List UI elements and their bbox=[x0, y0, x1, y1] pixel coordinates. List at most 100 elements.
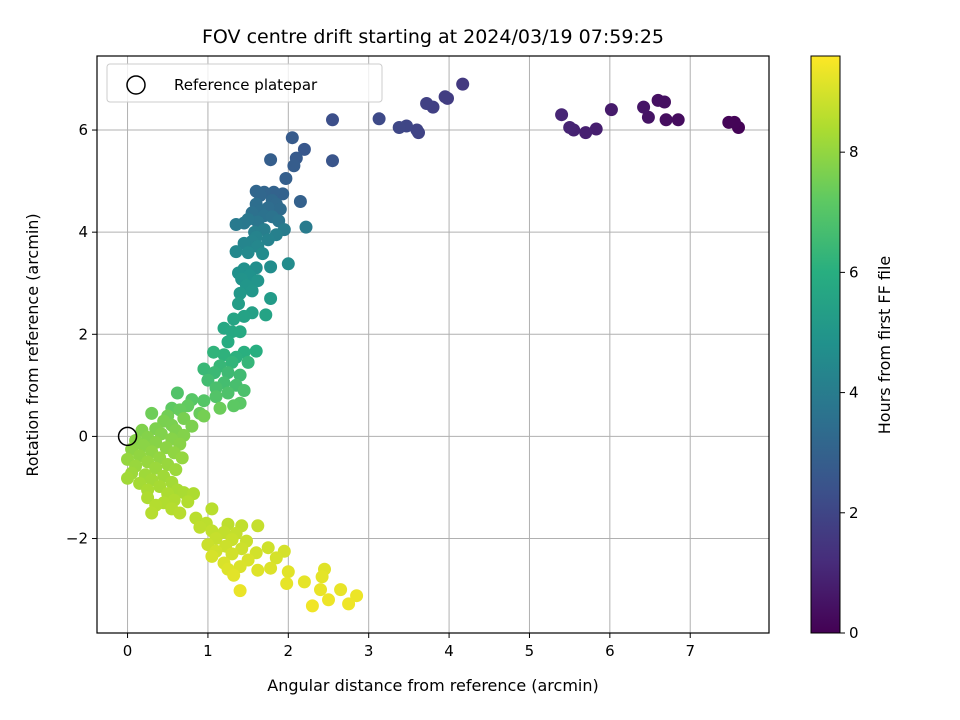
data-point bbox=[261, 233, 275, 247]
data-point bbox=[251, 274, 265, 288]
x-axis-label: Angular distance from reference (arcmin) bbox=[267, 676, 598, 695]
data-point bbox=[145, 406, 159, 420]
data-point bbox=[209, 390, 223, 404]
data-point bbox=[563, 121, 577, 134]
data-point bbox=[269, 551, 283, 565]
data-point bbox=[177, 412, 191, 425]
x-tick-label: 0 bbox=[123, 642, 133, 660]
x-tick-label: 7 bbox=[685, 642, 695, 660]
data-point bbox=[141, 491, 155, 505]
data-point bbox=[251, 519, 265, 533]
legend-marker-icon bbox=[126, 75, 146, 95]
data-point bbox=[281, 565, 295, 579]
x-tick-label: 5 bbox=[525, 642, 535, 660]
data-point bbox=[297, 142, 311, 156]
data-point bbox=[221, 366, 235, 380]
colorbar-tick-label: 4 bbox=[849, 384, 859, 402]
colorbar-tick-label: 0 bbox=[849, 624, 859, 642]
y-axis: −2 0 2 4 6 bbox=[66, 121, 97, 548]
data-point bbox=[237, 309, 251, 323]
data-point bbox=[279, 172, 293, 185]
data-point bbox=[641, 110, 655, 124]
data-point bbox=[281, 257, 295, 271]
scatter-points bbox=[121, 77, 745, 613]
data-point bbox=[233, 286, 247, 300]
data-point bbox=[249, 344, 263, 358]
legend-box bbox=[106, 63, 383, 103]
x-tick-label: 1 bbox=[203, 642, 213, 660]
data-point bbox=[205, 502, 219, 516]
data-point bbox=[185, 419, 199, 433]
data-point bbox=[261, 541, 275, 555]
data-point bbox=[305, 599, 319, 613]
data-point bbox=[149, 461, 163, 475]
reference-marker bbox=[117, 426, 138, 447]
data-point bbox=[287, 159, 301, 173]
data-point bbox=[213, 401, 227, 415]
data-point bbox=[241, 355, 255, 369]
data-point bbox=[372, 112, 386, 126]
data-point bbox=[671, 113, 685, 127]
data-point bbox=[221, 386, 235, 400]
data-point bbox=[273, 202, 287, 216]
x-tick-label: 6 bbox=[605, 642, 615, 660]
colorbar-tick-label: 2 bbox=[849, 504, 859, 522]
data-point bbox=[555, 108, 569, 122]
data-point bbox=[297, 575, 311, 589]
data-point bbox=[438, 90, 452, 104]
y-tick-label: 2 bbox=[78, 325, 88, 343]
data-point bbox=[233, 584, 247, 598]
data-point bbox=[181, 495, 195, 509]
data-point bbox=[232, 297, 245, 311]
data-point bbox=[169, 463, 183, 477]
x-tick-label: 2 bbox=[284, 642, 294, 660]
x-axis: 0 1 2 3 4 5 6 7 bbox=[123, 633, 695, 660]
colorbar-label: Hours from first FF file bbox=[875, 256, 894, 435]
data-point bbox=[235, 542, 249, 556]
data-point bbox=[256, 247, 270, 261]
data-point bbox=[659, 113, 673, 127]
legend: Reference platepar bbox=[106, 63, 383, 103]
data-point bbox=[264, 292, 278, 305]
data-point bbox=[651, 93, 665, 107]
data-point bbox=[229, 218, 243, 231]
data-point bbox=[420, 97, 434, 110]
data-point bbox=[227, 312, 241, 326]
data-point bbox=[637, 100, 651, 114]
data-point bbox=[392, 121, 406, 134]
data-point bbox=[145, 506, 159, 520]
data-point bbox=[314, 583, 327, 597]
data-point bbox=[350, 589, 364, 603]
data-point bbox=[299, 220, 313, 234]
data-point bbox=[264, 260, 278, 274]
data-point bbox=[722, 115, 736, 129]
data-point bbox=[170, 386, 184, 400]
y-tick-label: 0 bbox=[78, 427, 88, 445]
data-point bbox=[173, 506, 187, 520]
data-point bbox=[193, 520, 207, 534]
data-point bbox=[264, 561, 278, 575]
data-point bbox=[237, 384, 251, 397]
data-point bbox=[342, 597, 356, 611]
data-point bbox=[259, 308, 273, 322]
data-point bbox=[197, 362, 211, 376]
data-point bbox=[410, 123, 424, 137]
data-point bbox=[589, 122, 603, 136]
data-point bbox=[207, 345, 221, 359]
data-point bbox=[217, 348, 231, 362]
data-point bbox=[285, 131, 299, 145]
colorbar-ticks: 0 2 4 6 8 bbox=[840, 143, 859, 642]
data-point bbox=[201, 373, 215, 387]
data-point bbox=[293, 195, 307, 208]
data-point bbox=[456, 77, 470, 91]
data-point bbox=[227, 568, 241, 582]
data-point bbox=[326, 154, 339, 168]
data-point bbox=[251, 563, 265, 577]
data-point bbox=[315, 570, 329, 584]
data-point bbox=[121, 471, 134, 485]
x-tick-label: 4 bbox=[444, 642, 454, 660]
reference-point bbox=[117, 426, 138, 447]
legend-entry-label: Reference platepar bbox=[174, 76, 318, 94]
